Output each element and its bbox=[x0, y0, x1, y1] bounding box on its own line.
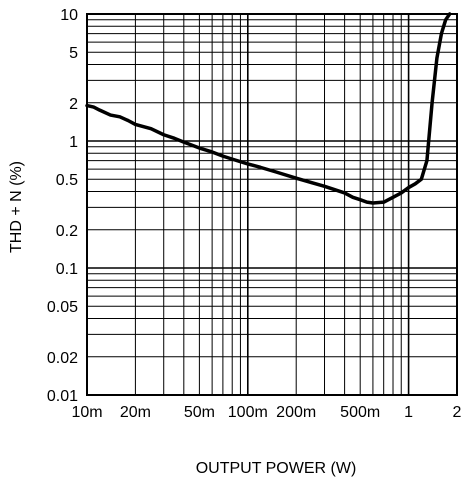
x-tick-label: 2 bbox=[453, 404, 462, 421]
y-axis-label: THD + N (%) bbox=[8, 161, 25, 253]
y-tick-label: 0.01 bbox=[47, 388, 78, 405]
x-tick-label: 100m bbox=[228, 404, 268, 421]
x-tick-label: 200m bbox=[276, 404, 316, 421]
y-tick-label: 0.1 bbox=[56, 261, 78, 278]
minor-gridlines bbox=[87, 14, 458, 395]
x-tick-labels: 10m 20m 50m 100m 200m 500m 1 2 bbox=[71, 404, 461, 421]
x-tick-label: 1 bbox=[404, 404, 413, 421]
x-tick-label: 10m bbox=[71, 404, 102, 421]
y-tick-label: 0.5 bbox=[56, 172, 78, 189]
x-tick-label: 50m bbox=[184, 404, 215, 421]
y-tick-label: 0.02 bbox=[47, 350, 78, 367]
y-tick-label: 10 bbox=[60, 7, 78, 24]
y-tick-label: 0.2 bbox=[56, 223, 78, 240]
y-tick-labels: 0.01 0.02 0.05 0.1 0.2 0.5 1 2 5 10 bbox=[47, 7, 78, 405]
y-tick-label: 0.05 bbox=[47, 299, 78, 316]
y-tick-label: 2 bbox=[69, 96, 78, 113]
x-axis-label: OUTPUT POWER (W) bbox=[196, 460, 357, 477]
y-tick-label: 1 bbox=[69, 134, 78, 151]
x-tick-label: 20m bbox=[120, 404, 151, 421]
plot-area-frame bbox=[86, 13, 458, 396]
y-tick-label: 5 bbox=[69, 45, 78, 62]
x-tick-label: 500m bbox=[340, 404, 380, 421]
series-line-thd-n bbox=[85, 12, 452, 205]
